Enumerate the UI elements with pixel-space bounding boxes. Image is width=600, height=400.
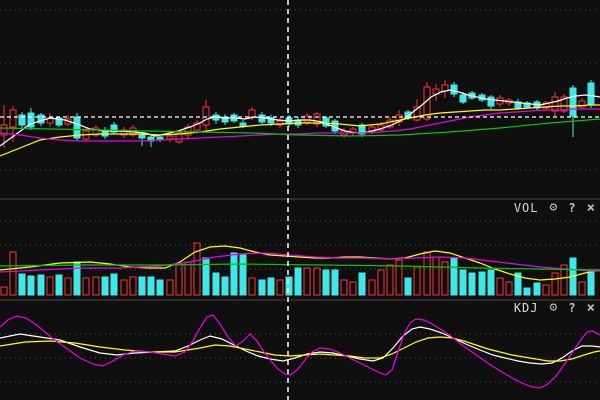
kdj-help-icon[interactable]: ? [568,301,576,315]
vol-help-icon[interactable]: ? [568,201,576,215]
kdj-close-icon[interactable]: × [586,300,595,316]
vol-close-icon[interactable]: × [586,200,595,216]
kdj-panel-title: KDJ [513,301,539,315]
vol-panel-header: VOL ⚙ ? × [513,200,595,216]
vol-settings-gear-icon[interactable]: ⚙ [549,200,558,215]
vol-panel-title: VOL [513,201,539,215]
kdj-settings-gear-icon[interactable]: ⚙ [549,300,558,315]
kdj-panel-header: KDJ ⚙ ? × [513,300,595,316]
